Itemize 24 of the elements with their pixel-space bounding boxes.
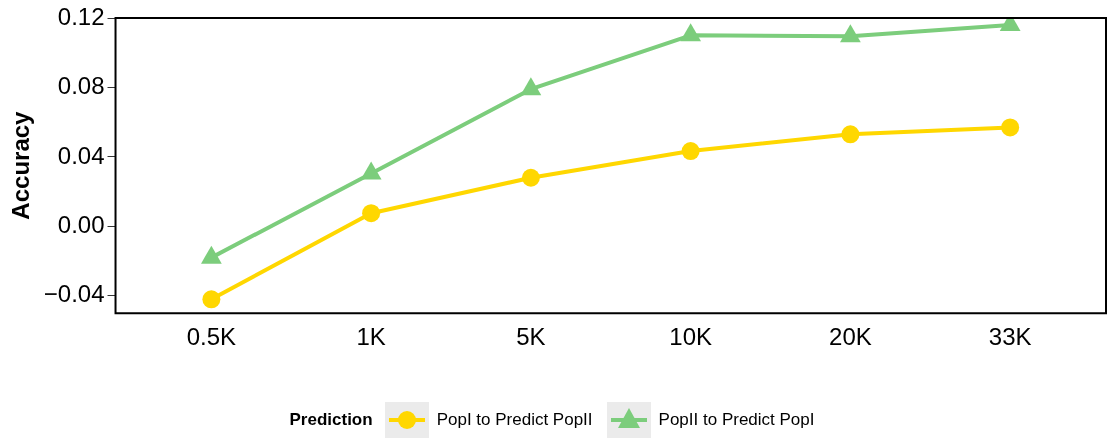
point <box>520 77 542 96</box>
x-tick-label: 10K <box>669 323 712 351</box>
y-tick-label: 0.00 <box>57 211 105 238</box>
x-tick-label: 5K <box>516 323 546 351</box>
point <box>521 168 540 187</box>
point <box>840 24 861 43</box>
point <box>841 125 860 144</box>
y-tick-label: −0.04 <box>43 280 105 308</box>
x-tick-label: 1K <box>356 323 386 351</box>
point <box>202 290 221 309</box>
point <box>362 204 381 223</box>
legend-title: Prediction <box>289 410 373 430</box>
point <box>681 142 700 161</box>
x-tick-label: 20K <box>829 323 872 351</box>
x-tick-label: 33K <box>988 323 1032 351</box>
point <box>1001 118 1020 137</box>
point <box>680 23 702 42</box>
y-tick-label: 0.04 <box>57 141 105 169</box>
x-tick-label: 0.5K <box>186 323 237 351</box>
legend-label: PopII to Predict PopI <box>658 410 815 430</box>
y-axis-title: Accuracy <box>7 110 35 220</box>
y-tick-label: 0.12 <box>57 2 105 30</box>
y-tick-label: 0.08 <box>57 72 105 100</box>
legend-label: PopI to Predict PopII <box>436 410 593 430</box>
